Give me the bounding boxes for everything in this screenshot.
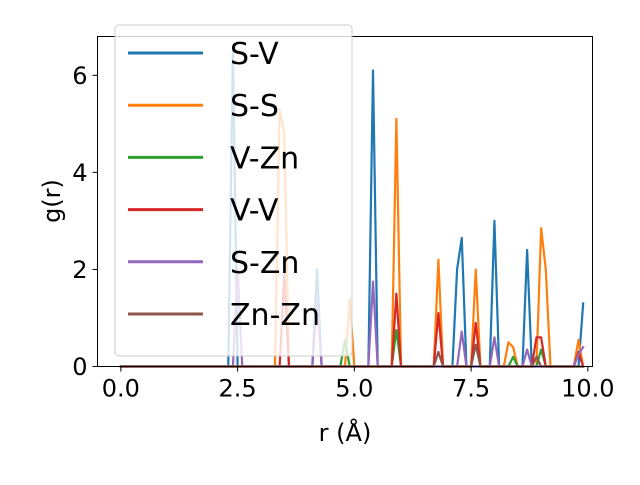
y-tick-label: 4 xyxy=(72,159,87,187)
legend-label: V-V xyxy=(230,194,279,229)
legend-label: Zn-Zn xyxy=(230,298,320,333)
x-axis: 0.0 2.5 5.0 7.5 10.0 xyxy=(102,366,615,403)
x-tick-label: 10.0 xyxy=(561,375,614,403)
legend-box xyxy=(114,24,353,357)
legend-label: S-V xyxy=(230,37,279,72)
y-axis: 0 2 4 6 xyxy=(72,62,98,381)
legend: S-V S-S V-Zn V-V S-Zn Zn-Zn xyxy=(114,24,353,357)
y-axis-title: g(r) xyxy=(38,179,66,223)
x-tick-label: 5.0 xyxy=(335,375,373,403)
legend-label: S-Zn xyxy=(230,246,299,281)
legend-label: V-Zn xyxy=(230,141,299,176)
legend-label: S-S xyxy=(230,89,279,124)
x-axis-title: r (Å) xyxy=(319,418,372,447)
x-tick-label: 2.5 xyxy=(219,375,257,403)
y-tick-label: 0 xyxy=(72,353,87,381)
y-tick-label: 6 xyxy=(72,62,87,90)
y-tick-label: 2 xyxy=(72,256,87,284)
x-tick-label: 0.0 xyxy=(102,375,140,403)
x-tick-label: 7.5 xyxy=(452,375,490,403)
